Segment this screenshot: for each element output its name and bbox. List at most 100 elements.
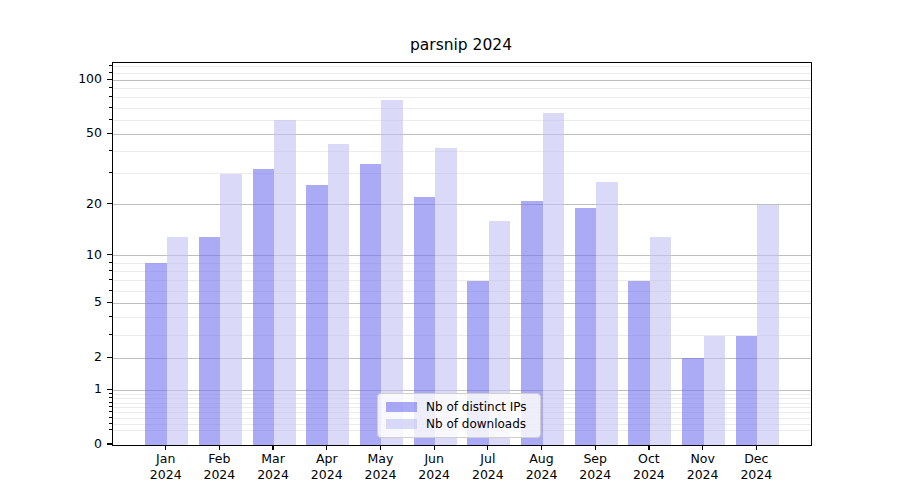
x-tick [648,445,649,450]
bar [736,336,758,445]
x-tick-label: Jun 2024 [403,451,465,482]
x-tick [434,445,435,450]
minor-gridline [113,173,811,174]
legend-label-distinct-ips: Nb of distinct IPs [426,400,527,414]
y-minor-tick [109,417,112,418]
bar [628,281,650,445]
bar [306,185,328,445]
y-tick-label: 5 [36,294,102,310]
y-tick [107,302,112,303]
legend-swatch-downloads [386,419,417,429]
y-minor-tick [109,87,112,88]
x-tick [380,445,381,450]
x-tick [219,445,220,450]
x-tick [595,445,596,450]
bar [575,208,597,445]
bar [220,174,242,445]
legend-item: Nb of downloads [386,417,540,431]
minor-gridline [113,73,811,74]
y-tick-label: 50 [36,125,102,141]
legend-label-downloads: Nb of downloads [426,417,526,431]
bar [199,237,221,445]
x-tick-label: Mar 2024 [242,451,304,482]
y-tick [107,357,112,358]
y-minor-tick [109,262,112,263]
minor-gridline [113,120,811,121]
y-minor-tick [109,172,112,173]
y-tick-label: 20 [36,196,102,212]
minor-gridline [113,108,811,109]
x-tick-label: Apr 2024 [296,451,358,482]
bar [328,144,350,445]
major-gridline [113,134,811,135]
y-minor-tick [109,316,112,317]
y-tick-label: 2 [36,349,102,365]
y-minor-tick [109,107,112,108]
x-tick [702,445,703,450]
y-tick [107,133,112,134]
x-tick [272,445,273,450]
bar [253,169,275,445]
legend: Nb of distinct IPs Nb of downloads [377,393,541,438]
y-minor-tick [109,279,112,280]
y-minor-tick [109,72,112,73]
x-tick [756,445,757,450]
x-tick-label: Jul 2024 [457,451,519,482]
x-tick [487,445,488,450]
x-tick [541,445,542,450]
bar [274,120,296,445]
y-minor-tick [109,393,112,394]
bar [650,237,672,445]
y-minor-tick [109,397,112,398]
y-tick [107,254,112,255]
y-tick [107,443,112,444]
major-gridline [113,80,811,81]
x-tick-label: Sep 2024 [564,451,626,482]
x-tick-label: Feb 2024 [188,451,250,482]
y-minor-tick [109,96,112,97]
y-minor-tick [109,334,112,335]
legend-swatch-distinct-ips [386,402,417,412]
y-minor-tick [109,411,112,412]
y-minor-tick [109,423,112,424]
x-tick-label: Nov 2024 [672,451,734,482]
y-minor-tick [109,150,112,151]
chart-title: parsnip 2024 [112,36,810,54]
x-tick-label: Oct 2024 [618,451,680,482]
y-minor-tick [109,429,112,430]
bar [167,237,189,445]
bar [682,358,704,445]
bar [543,113,565,445]
y-minor-tick [109,290,112,291]
y-tick-label: 100 [36,71,102,87]
y-minor-tick [109,119,112,120]
y-tick-label: 0 [36,436,102,452]
y-minor-tick [109,406,112,407]
x-tick-label: May 2024 [349,451,411,482]
x-tick-label: Jan 2024 [135,451,197,482]
y-minor-tick [109,65,112,66]
chart-figure: parsnip 2024 Nb of distinct IPs Nb of do… [0,0,900,500]
y-tick-label: 10 [36,247,102,263]
bar [704,336,726,445]
y-tick [107,79,112,80]
x-tick [165,445,166,450]
bar [757,205,779,445]
minor-gridline [113,66,811,67]
bar [145,263,167,445]
plot-area [112,62,812,446]
x-tick-label: Dec 2024 [725,451,787,482]
minor-gridline [113,88,811,89]
y-minor-tick [109,270,112,271]
y-tick [107,203,112,204]
legend-item: Nb of distinct IPs [386,400,540,414]
y-minor-tick [109,402,112,403]
minor-gridline [113,151,811,152]
x-tick-label: Aug 2024 [511,451,573,482]
minor-gridline [113,97,811,98]
y-tick-label: 1 [36,381,102,397]
x-tick [326,445,327,450]
major-gridline [113,204,811,205]
bar [596,182,618,445]
y-tick [107,389,112,390]
